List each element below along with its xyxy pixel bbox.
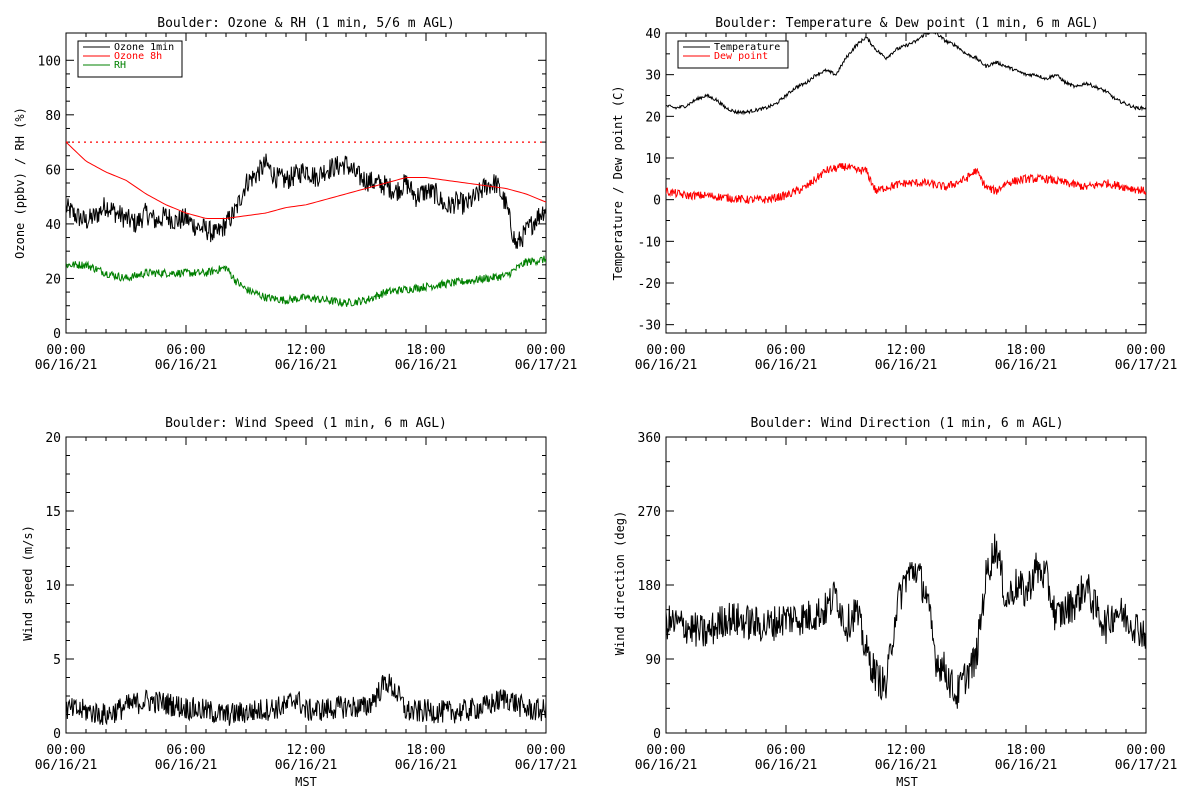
series-line-temperature <box>666 33 1146 116</box>
y-tick-label: -20 <box>638 277 661 292</box>
x-tick-date: 06/17/21 <box>515 758 578 773</box>
y-tick-label: 0 <box>53 727 61 742</box>
y-tick-label: 10 <box>45 579 61 594</box>
x-tick-time: 12:00 <box>286 343 325 358</box>
x-tick-date: 06/17/21 <box>1115 358 1178 373</box>
x-tick-time: 06:00 <box>766 743 805 758</box>
series-group <box>66 141 546 308</box>
x-tick-time: 06:00 <box>166 343 205 358</box>
legend-label: Ozone 1min <box>114 42 174 53</box>
y-tick-label: 30 <box>645 69 661 84</box>
x-tick-date: 06/16/21 <box>275 358 338 373</box>
plot-frame <box>65 32 547 334</box>
plot-frame <box>65 436 547 734</box>
x-tick-time: 00:00 <box>526 743 565 758</box>
chart-title: Boulder: Temperature & Dew point (1 min,… <box>715 16 1099 31</box>
x-tick-date: 06/16/21 <box>875 358 938 373</box>
y-tick-label: 20 <box>45 272 61 287</box>
x-tick-date: 06/16/21 <box>995 758 1058 773</box>
x-tick-date: 06/16/21 <box>395 358 458 373</box>
series-group <box>666 533 1146 709</box>
y-axis-label: Wind speed (m/s) <box>21 525 35 641</box>
x-tick-date: 06/16/21 <box>35 758 98 773</box>
y-tick-label: 15 <box>45 505 61 520</box>
temp-dew-panel: Boulder: Temperature & Dew point (1 min,… <box>611 16 1177 373</box>
x-tick-date: 06/16/21 <box>755 758 818 773</box>
legend-label: Temperature <box>714 42 780 53</box>
x-tick-time: 00:00 <box>1126 743 1165 758</box>
y-tick-label: 0 <box>53 327 61 342</box>
y-tick-label: 180 <box>638 579 661 594</box>
x-tick-time: 18:00 <box>406 343 445 358</box>
x-tick-date: 06/16/21 <box>155 358 218 373</box>
y-tick-label: 0 <box>653 194 661 209</box>
series-line-dew-point <box>666 162 1146 204</box>
legend-label: RH <box>114 60 126 71</box>
y-tick-label: 270 <box>638 505 661 520</box>
y-tick-label: 5 <box>53 653 61 668</box>
x-tick-date: 06/16/21 <box>395 758 458 773</box>
x-tick-date: 06/17/21 <box>515 358 578 373</box>
x-tick-time: 00:00 <box>46 343 85 358</box>
x-tick-time: 06:00 <box>166 743 205 758</box>
chart-title: Boulder: Ozone & RH (1 min, 5/6 m AGL) <box>157 16 454 31</box>
x-tick-date: 06/16/21 <box>995 358 1058 373</box>
x-tick-date: 06/16/21 <box>35 358 98 373</box>
x-tick-date: 06/16/21 <box>755 358 818 373</box>
legend-label: Dew point <box>714 51 768 62</box>
y-axis-label: Ozone (ppbv) / RH (%) <box>13 107 27 259</box>
y-axis-label: Temperature / Dew point (C) <box>611 85 625 280</box>
series-line-data <box>66 673 546 726</box>
x-tick-date: 06/16/21 <box>275 758 338 773</box>
x-tick-time: 00:00 <box>1126 343 1165 358</box>
wind-direction-panel: Boulder: Wind Direction (1 min, 6 m AGL)… <box>613 416 1177 789</box>
chart-title: Boulder: Wind Direction (1 min, 6 m AGL) <box>750 416 1063 431</box>
x-axis-label: MST <box>896 775 918 789</box>
y-axis-label: Wind direction (deg) <box>613 511 627 656</box>
x-tick-date: 06/16/21 <box>875 758 938 773</box>
series-line-rh <box>66 255 546 308</box>
y-tick-label: 20 <box>645 110 661 125</box>
x-tick-time: 12:00 <box>886 343 925 358</box>
y-tick-label: 40 <box>645 27 661 42</box>
y-tick-label: 100 <box>38 54 61 69</box>
x-tick-time: 00:00 <box>526 343 565 358</box>
y-tick-label: 20 <box>45 431 61 446</box>
y-tick-label: 0 <box>653 727 661 742</box>
y-tick-label: -30 <box>638 319 661 334</box>
x-tick-date: 06/16/21 <box>635 758 698 773</box>
x-tick-time: 00:00 <box>646 743 685 758</box>
x-tick-time: 00:00 <box>46 743 85 758</box>
y-tick-label: 60 <box>45 163 61 178</box>
series-line-ozone-8h <box>66 141 546 219</box>
x-tick-date: 06/17/21 <box>1115 758 1178 773</box>
y-tick-label: -10 <box>638 235 661 250</box>
x-tick-time: 18:00 <box>406 743 445 758</box>
ozone-rh-panel: Boulder: Ozone & RH (1 min, 5/6 m AGL) O… <box>13 16 577 373</box>
x-tick-time: 00:00 <box>646 343 685 358</box>
y-tick-label: 10 <box>645 152 661 167</box>
wind-speed-panel: Boulder: Wind Speed (1 min, 6 m AGL) Win… <box>21 416 577 789</box>
legend-label: Ozone 8h <box>114 51 162 62</box>
x-tick-time: 12:00 <box>286 743 325 758</box>
series-group <box>666 33 1146 204</box>
y-tick-label: 40 <box>45 218 61 233</box>
series-line-data <box>666 533 1146 709</box>
y-tick-label: 360 <box>638 431 661 446</box>
series-line-ozone-1min <box>66 153 546 249</box>
x-tick-time: 06:00 <box>766 343 805 358</box>
y-tick-label: 80 <box>45 109 61 124</box>
x-axis-label: MST <box>295 775 317 789</box>
x-tick-date: 06/16/21 <box>635 358 698 373</box>
x-tick-time: 18:00 <box>1006 343 1045 358</box>
series-group <box>66 673 546 726</box>
x-tick-time: 18:00 <box>1006 743 1045 758</box>
x-tick-date: 06/16/21 <box>155 758 218 773</box>
legend-box <box>677 40 789 69</box>
chart-title: Boulder: Wind Speed (1 min, 6 m AGL) <box>165 416 447 431</box>
y-tick-label: 90 <box>645 653 661 668</box>
x-tick-time: 12:00 <box>886 743 925 758</box>
